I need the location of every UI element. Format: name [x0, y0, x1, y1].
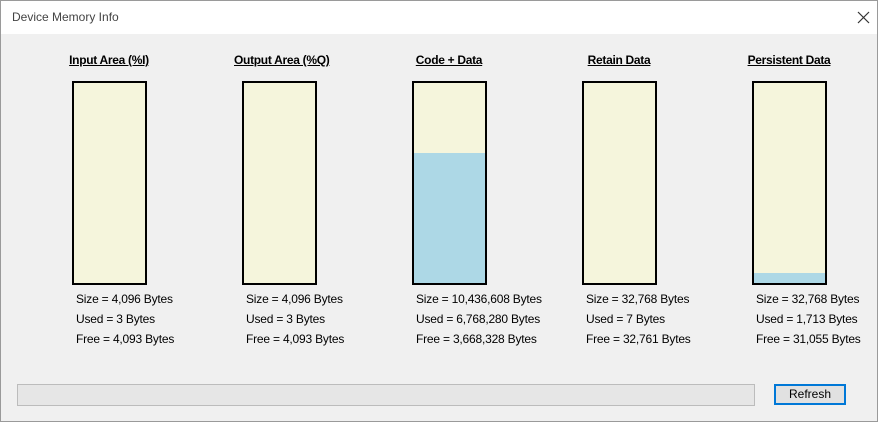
used-text: Used = 6,768,280 Bytes: [416, 312, 541, 326]
size-text: Size = 4,096 Bytes: [76, 292, 173, 306]
memory-panel: Output Area (%Q) Size = 4,096 Bytes Used =…: [234, 1, 412, 361]
used-text: Used = 1,713 Bytes: [756, 312, 858, 326]
used-text: Used = 3 Bytes: [246, 312, 325, 326]
used-text: Used = 7 Bytes: [586, 312, 665, 326]
window-title: Device Memory Info: [12, 10, 119, 24]
usage-fill: [414, 153, 485, 283]
size-text: Size = 32,768 Bytes: [756, 292, 860, 306]
usage-bar: [72, 81, 147, 285]
size-text: Size = 10,436,608 Bytes: [416, 292, 542, 306]
free-text: Free = 4,093 Bytes: [76, 332, 175, 346]
free-text: Free = 31,055 Bytes: [756, 332, 861, 346]
used-text: Used = 3 Bytes: [76, 312, 155, 326]
free-text: Free = 32,761 Bytes: [586, 332, 691, 346]
panel-header: Output Area (%Q): [234, 53, 330, 67]
memory-panel: Input Area (%I) Size = 4,096 Bytes Used = …: [69, 1, 242, 361]
panel-header: Input Area (%I): [69, 53, 149, 67]
usage-fill: [754, 272, 825, 283]
usage-bar: [752, 81, 827, 285]
size-text: Size = 32,768 Bytes: [586, 292, 690, 306]
memory-panel: Persistent Data Size = 32,768 Bytes Used =…: [748, 1, 878, 361]
usage-bar: [412, 81, 487, 285]
free-text: Free = 3,668,328 Bytes: [416, 332, 537, 346]
panel-header: Retain Data: [587, 53, 651, 67]
free-text: Free = 4,093 Bytes: [246, 332, 345, 346]
size-text: Size = 4,096 Bytes: [246, 292, 343, 306]
panel-header: Code + Data: [415, 53, 483, 67]
usage-bar: [582, 81, 657, 285]
refresh-button[interactable]: Refresh: [774, 384, 846, 405]
close-button[interactable]: [853, 6, 875, 28]
title-bar: Device Memory Info: [1, 1, 877, 34]
panel-header: Persistent Data: [747, 53, 831, 67]
usage-bar: [242, 81, 317, 285]
memory-panel: Retain Data Size = 32,768 Bytes Used = 7 B…: [582, 1, 752, 361]
progress-bar: [17, 384, 755, 406]
memory-panel: Code + Data Size = 10,436,608 Bytes Used =…: [412, 1, 582, 361]
